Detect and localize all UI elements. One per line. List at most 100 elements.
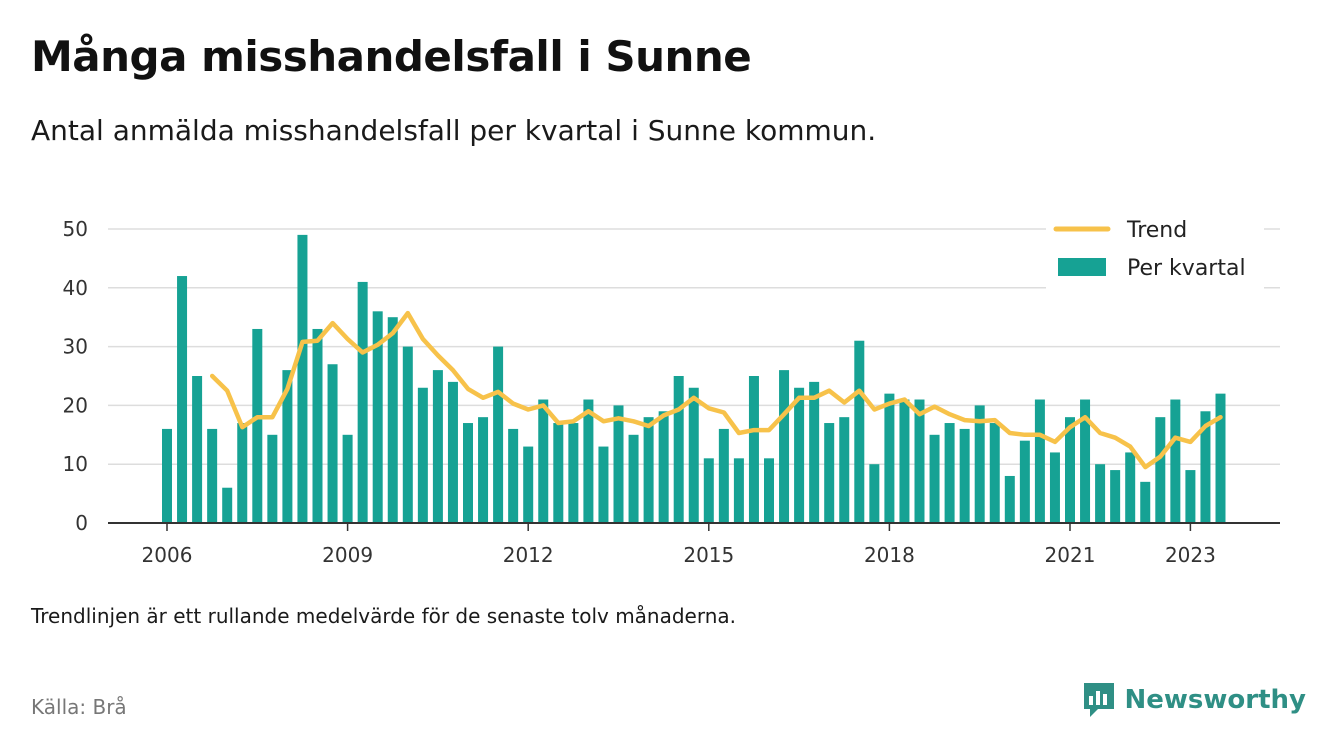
x-tick-label: 2009	[322, 543, 373, 567]
legend-bar-label: Per kvartal	[1127, 256, 1246, 281]
bar	[869, 464, 880, 523]
bar	[974, 405, 985, 523]
bar	[252, 328, 263, 523]
bar	[1004, 475, 1015, 523]
bar	[478, 417, 489, 523]
bar	[628, 434, 639, 523]
bar	[1095, 464, 1106, 523]
bar	[207, 428, 218, 523]
bar	[222, 487, 233, 523]
brand-logo[interactable]: Newsworthy	[1081, 680, 1306, 720]
y-tick-label: 50	[63, 217, 88, 241]
y-tick-label: 10	[63, 452, 88, 476]
bar	[1049, 452, 1060, 523]
bar	[162, 428, 172, 523]
bar	[1140, 481, 1151, 523]
bar	[508, 428, 519, 523]
bar	[643, 417, 654, 523]
brand-name: Newsworthy	[1124, 685, 1306, 715]
bar	[884, 393, 895, 523]
bar	[1065, 417, 1075, 523]
bar	[929, 434, 940, 523]
source-label: Källa: Brå	[31, 695, 127, 719]
axes: 0 10 20 30 40 50 2006 2009 2012 2015 2018 2021 2023	[63, 217, 1280, 567]
bar	[1125, 452, 1136, 523]
bar	[1170, 399, 1181, 523]
bar	[1034, 399, 1045, 523]
bar	[372, 311, 383, 523]
bar	[959, 428, 970, 523]
bar	[1019, 440, 1030, 523]
x-tick-label: 2018	[864, 543, 915, 567]
y-tick-label: 40	[63, 276, 88, 300]
x-tick-label: 2012	[503, 543, 554, 567]
bar	[688, 387, 699, 523]
bar	[282, 370, 293, 523]
bar	[764, 458, 774, 523]
bar	[327, 364, 338, 523]
bar	[613, 405, 624, 523]
bar	[748, 376, 759, 523]
y-tick-label: 30	[63, 335, 88, 359]
bar	[553, 423, 564, 523]
bar	[493, 346, 504, 523]
newsworthy-logo-icon	[1083, 683, 1114, 717]
bar	[794, 387, 805, 523]
bar	[237, 423, 248, 523]
bar	[568, 423, 579, 523]
bar	[824, 423, 835, 523]
chart-title: Många misshandelsfall i Sunne	[31, 32, 752, 81]
trend-line	[209, 310, 1223, 470]
bar	[658, 411, 669, 523]
bar	[598, 446, 609, 523]
bar	[1200, 411, 1211, 523]
bar	[342, 434, 353, 523]
y-tick-label: 0	[75, 511, 88, 535]
bar	[839, 417, 850, 523]
bar	[267, 434, 278, 523]
bar	[192, 376, 203, 523]
bar	[703, 458, 714, 523]
bar	[447, 381, 458, 523]
bar	[779, 370, 790, 523]
y-tick-label: 20	[63, 393, 88, 417]
x-tick-label: 2006	[142, 543, 193, 567]
x-tick-label: 2023	[1165, 543, 1216, 567]
bar	[402, 346, 413, 523]
bar	[1215, 393, 1226, 523]
bar	[673, 376, 684, 523]
bar	[417, 387, 428, 523]
bar	[312, 328, 323, 523]
bar	[718, 428, 729, 523]
bar	[538, 399, 549, 523]
legend: Trend Per kvartal	[1046, 216, 1264, 290]
bar	[463, 423, 473, 523]
bar	[387, 317, 398, 523]
bar	[1110, 470, 1121, 523]
bar	[733, 458, 744, 523]
x-tick-label: 2015	[683, 543, 734, 567]
bar-series	[162, 234, 1226, 523]
bar	[854, 340, 865, 523]
bar	[944, 423, 955, 523]
bar	[583, 399, 594, 523]
bar	[989, 423, 1000, 523]
bar	[523, 446, 534, 523]
bar	[809, 381, 820, 523]
bar	[432, 370, 443, 523]
trend-series	[209, 310, 1223, 470]
bar	[899, 399, 910, 523]
bar	[177, 276, 188, 523]
x-tick-label: 2021	[1045, 543, 1096, 567]
bar	[1155, 417, 1166, 523]
bar	[297, 234, 308, 523]
legend-bar-swatch	[1058, 258, 1106, 276]
chart-subtitle: Antal anmälda misshandelsfall per kvarta…	[31, 114, 877, 147]
bar	[357, 281, 368, 523]
legend-trend-label: Trend	[1126, 218, 1187, 243]
bar	[1185, 470, 1196, 523]
bar	[914, 399, 925, 523]
bar	[1080, 399, 1091, 523]
footnote: Trendlinjen är ett rullande medelvärde f…	[31, 604, 737, 628]
